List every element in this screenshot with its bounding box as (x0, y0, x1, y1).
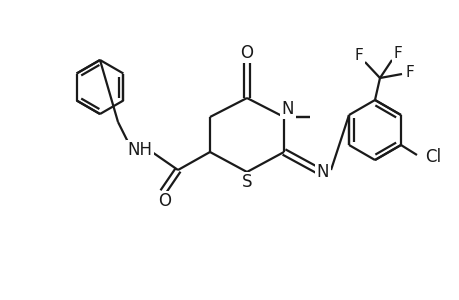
Text: O: O (158, 192, 171, 210)
Text: O: O (240, 44, 253, 62)
Text: N: N (281, 100, 294, 118)
Text: NH: NH (127, 141, 152, 159)
Text: N: N (316, 163, 329, 181)
Text: F: F (393, 46, 402, 61)
Text: Cl: Cl (424, 148, 440, 166)
Text: F: F (354, 47, 363, 62)
Text: F: F (405, 64, 414, 80)
Text: S: S (241, 173, 252, 191)
